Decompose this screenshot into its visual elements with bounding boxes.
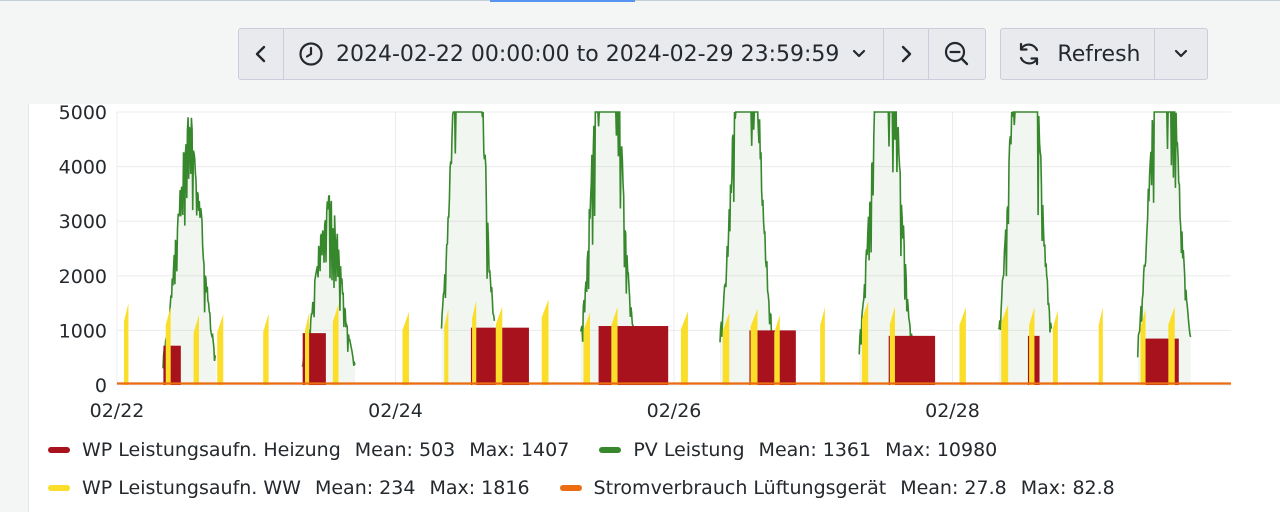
legend-item-lueftung[interactable]: Stromverbrauch Lüftungsgerät Mean: 27.8 …	[559, 477, 1115, 499]
pv-line-2	[440, 111, 496, 329]
time-range-picker-button[interactable]: 2024-02-22 00:00:00 to 2024-02-29 23:59:…	[284, 29, 885, 79]
y-tick-label: 3000	[59, 211, 107, 233]
pv-line-7	[1136, 111, 1192, 358]
pv-line-5	[858, 110, 913, 355]
ww-pulse	[472, 300, 477, 385]
ww-pulse	[217, 314, 224, 385]
ww-pulse	[959, 307, 966, 385]
y-tick-label: 2000	[59, 266, 107, 288]
ww-pulse	[861, 301, 869, 385]
ww-pulse	[889, 306, 895, 385]
pv-line-1	[301, 194, 356, 368]
heizung-block-3	[598, 326, 669, 385]
legend-max-ww: Max: 1816	[429, 477, 530, 499]
ww-pulse	[1029, 307, 1035, 385]
y-tick-label: 4000	[59, 157, 107, 179]
y-tick-label: 0	[95, 375, 107, 397]
legend-item-heizung[interactable]: WP Leistungsaufn. Heizung Mean: 503 Max:…	[48, 439, 569, 461]
ww-pulse	[263, 313, 269, 385]
legend-max-heizung: Max: 1407	[469, 439, 570, 461]
refresh-interval-dropdown[interactable]	[1155, 29, 1207, 79]
ww-pulse	[611, 306, 618, 385]
time-range-group: 2024-02-22 00:00:00 to 2024-02-29 23:59:…	[238, 28, 987, 80]
time-picker-toolbar: 2024-02-22 00:00:00 to 2024-02-29 23:59:…	[238, 28, 1209, 80]
chevron-right-icon	[902, 45, 912, 63]
time-range-forward-button[interactable]	[884, 29, 930, 79]
legend-swatch-pv	[599, 447, 622, 453]
heizung-block-5	[888, 335, 936, 385]
ww-pulse	[1001, 304, 1009, 385]
x-tick-label: 02/24	[368, 400, 423, 422]
y-tick-label: 5000	[59, 104, 107, 124]
chevron-left-icon	[255, 45, 266, 63]
ww-pulse	[1098, 307, 1103, 385]
legend-max-lueftung: Max: 82.8	[1020, 477, 1115, 499]
legend-max-pv: Max: 10980	[885, 439, 998, 461]
legend-mean-heizung: Mean: 503	[354, 439, 456, 461]
ww-pulse	[680, 311, 688, 385]
ww-pulse	[541, 299, 549, 385]
ww-pulse	[304, 312, 310, 385]
pv-area-2	[441, 112, 495, 385]
legend-swatch-ww	[48, 485, 70, 491]
ww-pulse	[123, 303, 129, 385]
ww-pulse	[1140, 309, 1146, 385]
refresh-label: Refresh	[1057, 41, 1141, 67]
zoom-out-button[interactable]	[929, 29, 985, 79]
clock-icon	[299, 42, 323, 66]
zoom-out-icon	[945, 41, 969, 66]
x-tick-label: 02/22	[90, 400, 145, 422]
ww-pulse	[774, 314, 780, 385]
pv-line-6	[997, 111, 1053, 333]
legend-item-ww[interactable]: WP Leistungsaufn. WW Mean: 234 Max: 1816	[48, 477, 530, 499]
legend-mean-pv: Mean: 1361	[758, 439, 872, 461]
ww-pulse	[165, 306, 171, 385]
pv-line-0	[162, 117, 216, 369]
ww-pulse	[722, 312, 730, 385]
loading-indicator	[490, 0, 635, 2]
legend-mean-ww: Mean: 234	[314, 477, 416, 499]
pv-area-6	[998, 112, 1052, 385]
legend-label-lueftung: Stromverbrauch Lüftungsgerät	[593, 477, 887, 499]
x-tick-label: 02/26	[647, 400, 702, 422]
ww-pulse	[583, 312, 591, 385]
y-tick-label: 1000	[59, 320, 107, 342]
ww-pulse	[1052, 310, 1058, 385]
pv-line-3	[579, 111, 635, 342]
refresh-group: Refresh	[1000, 28, 1209, 80]
legend-swatch-lueftung	[559, 485, 582, 491]
pv-area-0	[162, 117, 216, 386]
time-range-back-button[interactable]	[239, 29, 284, 79]
chart-panel: 5000 4000 3000 2000 1000 0 02/22 02/24 02/26 02/2…	[28, 104, 1280, 512]
time-range-label: 2024-02-22 00:00:00 to 2024-02-29 23:59:…	[336, 41, 840, 67]
ww-pulse	[1168, 306, 1175, 385]
legend-label-ww: WP Leistungsaufn. WW	[82, 477, 301, 499]
x-tick-label: 02/28	[925, 400, 980, 422]
ww-pulse	[495, 306, 503, 385]
legend-row-2: WP Leistungsaufn. WW Mean: 234 Max: 1816…	[48, 477, 1145, 499]
legend-item-pv[interactable]: PV Leistung Mean: 1361 Max: 10980	[599, 439, 997, 461]
legend-row-1: WP Leistungsaufn. Heizung Mean: 503 Max:…	[48, 439, 1027, 461]
chevron-down-icon	[1175, 49, 1188, 58]
chevron-down-icon	[853, 49, 866, 58]
time-series-chart[interactable]: 5000 4000 3000 2000 1000 0 02/22 02/24 02/26 02/2…	[29, 104, 1280, 434]
ww-pulse	[750, 308, 758, 385]
legend-swatch-heizung	[48, 447, 70, 453]
legend-mean-lueftung: Mean: 27.8	[900, 477, 1007, 499]
ww-pulse	[444, 308, 449, 385]
plot-area	[117, 110, 1231, 386]
legend-label-pv: PV Leistung	[633, 439, 745, 461]
ww-pulse	[193, 314, 199, 385]
ww-pulse	[332, 303, 339, 385]
legend-label-heizung: WP Leistungsaufn. Heizung	[82, 439, 341, 461]
refresh-button[interactable]: Refresh	[1001, 29, 1156, 79]
ww-pulse	[820, 307, 825, 385]
top-border	[0, 0, 1280, 1]
ww-pulse	[402, 312, 409, 385]
pv-line-4	[719, 111, 774, 343]
sync-icon	[1020, 42, 1039, 66]
